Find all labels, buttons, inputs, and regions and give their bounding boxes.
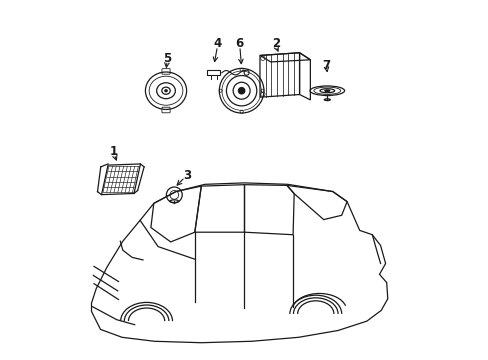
Text: 7: 7 bbox=[322, 59, 330, 72]
Text: 1: 1 bbox=[110, 145, 118, 158]
Text: 6: 6 bbox=[235, 37, 244, 50]
Ellipse shape bbox=[164, 90, 167, 92]
Text: 2: 2 bbox=[271, 37, 279, 50]
Text: 5: 5 bbox=[163, 52, 171, 65]
Bar bbox=[207, 70, 220, 75]
Text: 3: 3 bbox=[183, 169, 191, 182]
Ellipse shape bbox=[324, 90, 329, 91]
Text: 4: 4 bbox=[213, 37, 221, 50]
Circle shape bbox=[238, 87, 244, 94]
